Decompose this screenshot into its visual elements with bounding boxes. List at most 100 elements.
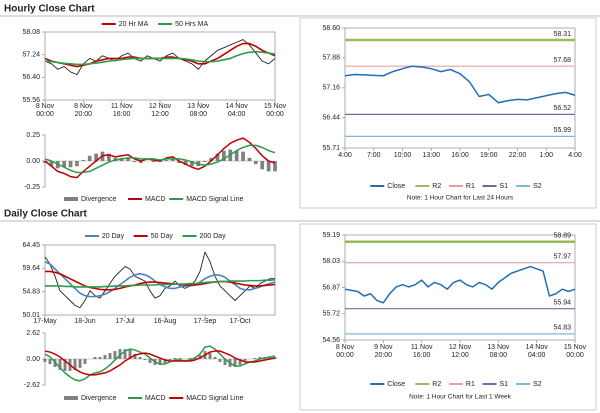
panel-frame bbox=[299, 17, 597, 209]
series-line bbox=[44, 261, 276, 298]
divergence-bar bbox=[43, 359, 47, 362]
divergence-bar bbox=[241, 151, 245, 161]
legend-label: 50 Day bbox=[151, 233, 174, 240]
divergence-bar bbox=[81, 159, 86, 161]
series-line bbox=[44, 144, 276, 174]
divergence-bar bbox=[123, 349, 127, 359]
series-line bbox=[44, 137, 276, 179]
series-line bbox=[344, 65, 576, 104]
divergence-bar bbox=[170, 158, 175, 161]
divergence-bar bbox=[83, 359, 87, 364]
level-label: 57.68 bbox=[553, 57, 571, 64]
level-label: 58.89 bbox=[553, 233, 571, 240]
y-tick-label: 59.19 bbox=[322, 232, 340, 239]
x-tick-label: 8 Nov 20:00 bbox=[74, 103, 93, 118]
y-tick-label: 57.88 bbox=[322, 55, 340, 62]
level-label: 55.94 bbox=[553, 300, 571, 307]
chart-note: Note: 1 Hour Chart for Last 1 Week bbox=[409, 394, 512, 401]
x-tick-label: 8 Nov 00:00 bbox=[35, 103, 55, 118]
divergence-bar bbox=[238, 359, 242, 365]
y-tick-label: 58.08 bbox=[22, 29, 40, 36]
series-line bbox=[45, 270, 276, 291]
divergence-bar bbox=[209, 157, 213, 161]
x-tick-label: 10:00 bbox=[393, 152, 412, 159]
panel-frame bbox=[299, 223, 597, 411]
x-tick-label: 17-Jul bbox=[115, 318, 135, 325]
series-line bbox=[44, 350, 276, 376]
y-tick-label: 56.44 bbox=[322, 115, 340, 122]
x-tick-label: 17-May bbox=[33, 318, 57, 325]
divergence-bar bbox=[118, 349, 122, 359]
divergence-bar bbox=[247, 157, 252, 161]
divergence-bar bbox=[108, 353, 112, 359]
y-tick-label: 2.62 bbox=[26, 330, 40, 337]
divergence-bar bbox=[198, 355, 202, 359]
divergence-bar bbox=[68, 161, 73, 168]
divergence-bar bbox=[268, 357, 272, 359]
level-label: 55.99 bbox=[553, 127, 571, 134]
x-tick-label: 12 Nov 12:00 bbox=[148, 103, 172, 118]
x-tick-label: 16-Aug bbox=[153, 318, 177, 325]
legend-label: R2 bbox=[432, 381, 441, 388]
y-tick-label: 54.83 bbox=[22, 288, 40, 295]
x-tick-label: 12 Nov 12:00 bbox=[448, 344, 472, 359]
series-line bbox=[45, 278, 276, 288]
legend-label: 20 Day bbox=[102, 233, 125, 240]
level-label: 58.31 bbox=[553, 31, 571, 38]
level-label: 56.52 bbox=[553, 105, 571, 112]
legend-label: R2 bbox=[432, 183, 441, 190]
divergence-bar bbox=[132, 161, 137, 163]
legend-label: R1 bbox=[466, 183, 475, 190]
x-tick-label: 14 Nov 04:00 bbox=[525, 344, 548, 359]
divergence-bar bbox=[93, 357, 97, 359]
divergence-bar bbox=[94, 153, 98, 161]
section-title: Daily Close Chart bbox=[4, 209, 87, 220]
divergence-bar bbox=[49, 161, 54, 167]
x-tick-label: 19:00 bbox=[479, 152, 498, 159]
y-tick-label: 50.01 bbox=[22, 312, 40, 319]
y-tick-label: 56.87 bbox=[322, 284, 340, 291]
y-tick-label: 55.72 bbox=[322, 311, 340, 318]
divergence-bar bbox=[107, 153, 111, 161]
divergence-bar bbox=[158, 359, 162, 365]
legend-label: 50 Hrs MA bbox=[175, 21, 208, 28]
divergence-bar bbox=[266, 161, 271, 172]
divergence-bar bbox=[234, 150, 239, 161]
x-tick-label: 4:00 bbox=[568, 152, 582, 159]
divergence-bar bbox=[163, 359, 167, 363]
y-tick-label: 0.25 bbox=[26, 132, 40, 139]
divergence-bar bbox=[133, 354, 137, 359]
divergence-bar bbox=[103, 355, 107, 359]
y-tick-label: -0.25 bbox=[24, 184, 40, 191]
level-label: 57.97 bbox=[553, 254, 571, 261]
divergence-bar bbox=[168, 359, 172, 360]
x-tick-label: 4:00 bbox=[338, 152, 352, 159]
legend-label: Close bbox=[387, 183, 405, 190]
legend-swatch bbox=[64, 396, 78, 400]
x-tick-label: 13 Nov 08:00 bbox=[187, 103, 210, 118]
divergence-bar bbox=[173, 358, 177, 359]
divergence-bar bbox=[208, 353, 212, 359]
divergence-bar bbox=[43, 161, 47, 164]
divergence-bar bbox=[113, 351, 117, 359]
divergence-bar bbox=[128, 350, 132, 359]
divergence-bar bbox=[151, 161, 156, 163]
price-line bbox=[44, 251, 275, 309]
level-label: 54.83 bbox=[553, 325, 571, 332]
y-tick-label: 59.64 bbox=[22, 265, 40, 272]
legend-label: S2 bbox=[533, 381, 542, 388]
divergence-bar bbox=[87, 155, 92, 161]
divergence-bar bbox=[178, 358, 182, 359]
divergence-bar bbox=[138, 161, 143, 164]
legend-label: Divergence bbox=[81, 196, 117, 203]
plot-frame bbox=[344, 27, 576, 149]
x-tick-label: 17-Oct bbox=[229, 318, 251, 325]
legend-label: 20 Hr MA bbox=[119, 21, 149, 28]
divergence-bar bbox=[253, 358, 257, 359]
divergence-bar bbox=[188, 358, 192, 359]
divergence-bar bbox=[73, 359, 77, 370]
divergence-bar bbox=[143, 359, 147, 360]
legend-label: 200 Day bbox=[200, 233, 227, 240]
divergence-bar bbox=[58, 359, 62, 370]
